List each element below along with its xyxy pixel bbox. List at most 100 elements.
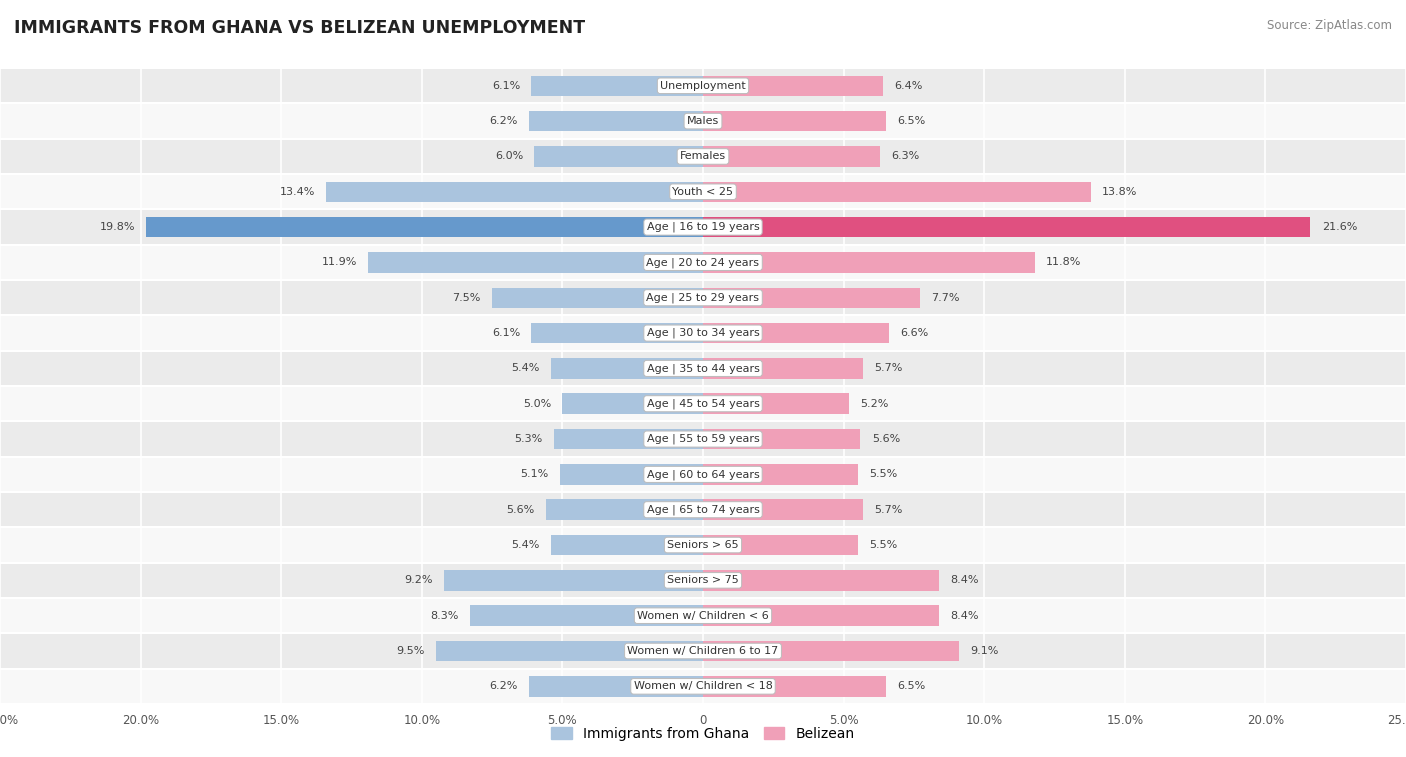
Text: 5.5%: 5.5% (869, 540, 897, 550)
Text: Unemployment: Unemployment (661, 81, 745, 91)
Bar (703, 464, 858, 484)
Bar (0, 139, 1406, 174)
Text: Age | 35 to 44 years: Age | 35 to 44 years (647, 363, 759, 374)
Bar (0, 386, 1406, 422)
Bar (444, 570, 703, 590)
Text: Seniors > 75: Seniors > 75 (666, 575, 740, 585)
Bar (529, 111, 703, 132)
Bar (551, 358, 703, 378)
Bar (703, 676, 886, 696)
Bar (0, 528, 1406, 562)
Text: Age | 65 to 74 years: Age | 65 to 74 years (647, 504, 759, 515)
Text: Women w/ Children < 18: Women w/ Children < 18 (634, 681, 772, 691)
Bar (560, 464, 703, 484)
Text: 6.4%: 6.4% (894, 81, 922, 91)
Text: 9.5%: 9.5% (396, 646, 425, 656)
Bar (703, 76, 883, 96)
Bar (470, 606, 703, 626)
Bar (703, 252, 1035, 273)
Bar (0, 316, 1406, 350)
Text: 6.3%: 6.3% (891, 151, 920, 161)
Text: Age | 60 to 64 years: Age | 60 to 64 years (647, 469, 759, 480)
Text: 5.6%: 5.6% (872, 434, 900, 444)
Text: 11.9%: 11.9% (322, 257, 357, 267)
Text: Males: Males (688, 116, 718, 126)
Text: 5.5%: 5.5% (869, 469, 897, 479)
Legend: Immigrants from Ghana, Belizean: Immigrants from Ghana, Belizean (546, 721, 860, 746)
Text: Age | 16 to 19 years: Age | 16 to 19 years (647, 222, 759, 232)
Bar (0, 68, 1406, 104)
Text: 13.4%: 13.4% (280, 187, 315, 197)
Text: 9.2%: 9.2% (405, 575, 433, 585)
Bar (703, 606, 939, 626)
Bar (0, 422, 1406, 456)
Text: 5.4%: 5.4% (512, 363, 540, 373)
Bar (529, 676, 703, 696)
Text: 5.0%: 5.0% (523, 399, 551, 409)
Bar (703, 217, 1310, 238)
Bar (703, 640, 959, 662)
Text: 6.5%: 6.5% (897, 681, 925, 691)
Text: IMMIGRANTS FROM GHANA VS BELIZEAN UNEMPLOYMENT: IMMIGRANTS FROM GHANA VS BELIZEAN UNEMPL… (14, 19, 585, 37)
Text: 6.6%: 6.6% (900, 328, 928, 338)
Text: Youth < 25: Youth < 25 (672, 187, 734, 197)
Text: 21.6%: 21.6% (1322, 222, 1357, 232)
Text: 19.8%: 19.8% (100, 222, 135, 232)
Bar (703, 570, 939, 590)
Text: 5.7%: 5.7% (875, 505, 903, 515)
Text: 5.7%: 5.7% (875, 363, 903, 373)
Bar (546, 500, 703, 520)
Bar (0, 456, 1406, 492)
Text: 5.4%: 5.4% (512, 540, 540, 550)
Bar (0, 598, 1406, 634)
Text: 5.3%: 5.3% (515, 434, 543, 444)
Bar (703, 358, 863, 378)
Text: 8.3%: 8.3% (430, 611, 458, 621)
Text: Age | 25 to 29 years: Age | 25 to 29 years (647, 292, 759, 303)
Bar (326, 182, 703, 202)
Text: 5.2%: 5.2% (860, 399, 889, 409)
Bar (0, 245, 1406, 280)
Text: 7.7%: 7.7% (931, 293, 959, 303)
Bar (551, 534, 703, 556)
Bar (703, 394, 849, 414)
Bar (0, 210, 1406, 245)
Text: 6.1%: 6.1% (492, 328, 520, 338)
Text: 9.1%: 9.1% (970, 646, 998, 656)
Bar (703, 288, 920, 308)
Text: Women w/ Children < 6: Women w/ Children < 6 (637, 611, 769, 621)
Bar (146, 217, 703, 238)
Text: Age | 20 to 24 years: Age | 20 to 24 years (647, 257, 759, 268)
Text: Women w/ Children 6 to 17: Women w/ Children 6 to 17 (627, 646, 779, 656)
Text: 5.1%: 5.1% (520, 469, 548, 479)
Text: Age | 30 to 34 years: Age | 30 to 34 years (647, 328, 759, 338)
Text: 6.5%: 6.5% (897, 116, 925, 126)
Text: Females: Females (681, 151, 725, 161)
Bar (554, 428, 703, 450)
Bar (492, 288, 703, 308)
Bar (0, 280, 1406, 316)
Text: Age | 45 to 54 years: Age | 45 to 54 years (647, 398, 759, 409)
Bar (703, 534, 858, 556)
Bar (703, 428, 860, 450)
Bar (0, 668, 1406, 704)
Bar (0, 634, 1406, 668)
Bar (0, 174, 1406, 210)
Text: Source: ZipAtlas.com: Source: ZipAtlas.com (1267, 19, 1392, 32)
Text: 6.1%: 6.1% (492, 81, 520, 91)
Bar (534, 146, 703, 167)
Text: 6.0%: 6.0% (495, 151, 523, 161)
Bar (0, 104, 1406, 139)
Bar (703, 111, 886, 132)
Bar (531, 76, 703, 96)
Bar (0, 562, 1406, 598)
Bar (562, 394, 703, 414)
Text: 13.8%: 13.8% (1102, 187, 1137, 197)
Text: Age | 55 to 59 years: Age | 55 to 59 years (647, 434, 759, 444)
Text: Seniors > 65: Seniors > 65 (668, 540, 738, 550)
Bar (0, 350, 1406, 386)
Bar (703, 182, 1091, 202)
Text: 6.2%: 6.2% (489, 116, 517, 126)
Text: 7.5%: 7.5% (453, 293, 481, 303)
Text: 6.2%: 6.2% (489, 681, 517, 691)
